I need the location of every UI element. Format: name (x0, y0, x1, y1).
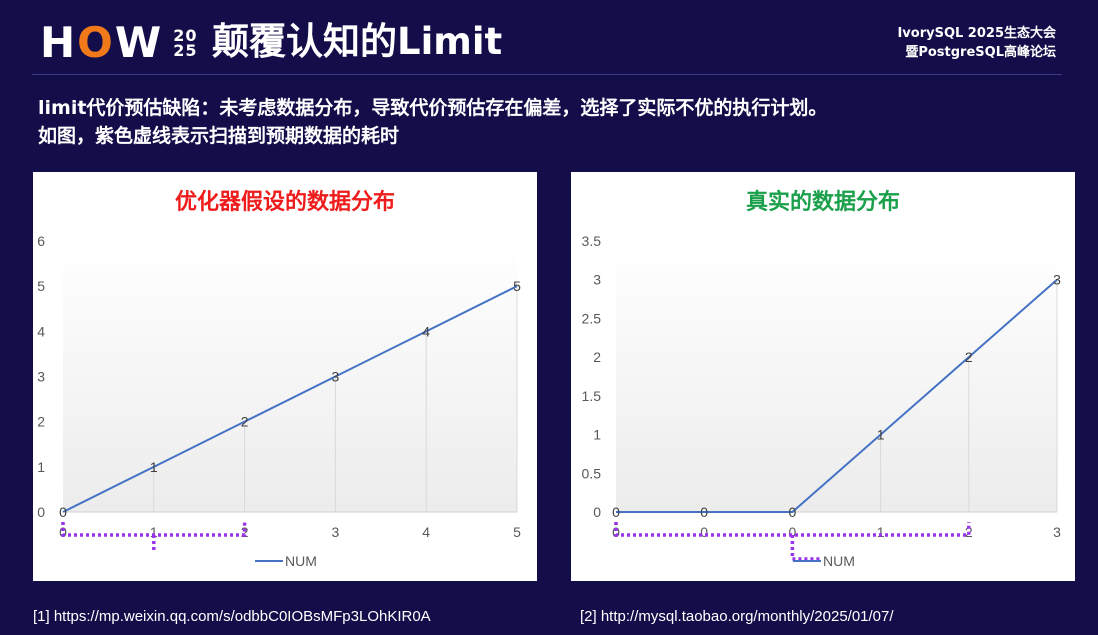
logo-year-bottom: 25 (173, 41, 198, 60)
plot-area (616, 241, 1057, 512)
description-line-1: limit代价预估缺陷：未考虑数据分布，导致代价预估存在偏差，选择了实际不优的执… (38, 97, 828, 119)
x-tick-label: 4 (422, 524, 430, 540)
y-tick-label: 2 (593, 349, 601, 365)
y-tick-label: 2.5 (582, 310, 602, 326)
slide-header: HOW 20 25 颠覆认知的Limit IvorySQL 2025生态大会 暨… (0, 0, 1098, 80)
legend-label-num: NUM (285, 553, 317, 569)
y-tick-label: 0 (593, 504, 601, 520)
y-tick-label: 3 (37, 369, 45, 385)
x-tick-label: 0 (700, 524, 708, 540)
logo-year: 20 25 (173, 26, 198, 60)
y-tick-label: 0.5 (582, 465, 602, 481)
y-tick-label: 4 (37, 323, 45, 339)
x-tick-label: 2 (241, 524, 249, 540)
y-tick-label: 0 (37, 504, 45, 520)
data-label: 4 (422, 323, 430, 339)
slide-title: 颠覆认知的Limit (212, 20, 503, 63)
description: limit代价预估缺陷：未考虑数据分布，导致代价预估存在偏差，选择了实际不优的执… (38, 94, 1068, 150)
y-tick-label: 1 (593, 427, 601, 443)
chart-title-actual: 真实的数据分布 (745, 190, 900, 215)
chart-assumed-svg: 0 1 2 3 4 5 6 0 1 2 3 4 5 0 1 2 3 4 5 NUM (37, 233, 521, 569)
data-label: 1 (150, 459, 158, 475)
logo-letter-h: H (40, 18, 78, 67)
reference-1: [1] https://mp.weixin.qq.com/s/odbbC0IOB… (33, 608, 431, 625)
y-tick-label: 1.5 (582, 388, 602, 404)
chart-panel-assumed: 0 1 2 3 4 5 6 0 1 2 3 4 5 0 1 2 3 4 5 NUM 优化器假设的数据分布 (33, 172, 537, 581)
data-label: 3 (1053, 272, 1061, 288)
logo-wordmark: HOW (40, 22, 163, 64)
reference-2: [2] http://mysql.taobao.org/monthly/2025… (580, 608, 894, 625)
x-tick-label: 3 (1053, 524, 1061, 540)
data-label: 3 (332, 369, 340, 385)
chart-panel-actual: 0 0.5 1 1.5 2 2.5 3 3.5 0 0 0 1 2 3 0 0 0 1 2 3 NUM 真实的数据分布 (571, 172, 1075, 581)
data-label: 0 (59, 504, 67, 520)
x-tick-label: 3 (332, 524, 340, 540)
event-info: IvorySQL 2025生态大会 暨PostgreSQL高峰论坛 (897, 24, 1056, 62)
data-label: 0 (789, 504, 797, 520)
x-tick-label: 0 (612, 524, 620, 540)
how-2025-logo: HOW 20 25 (40, 22, 197, 64)
x-tick-label: 0 (59, 524, 67, 540)
description-line-2: 如图，紫色虚线表示扫描到预期数据的耗时 (38, 125, 400, 147)
scan-cost-midpoint (790, 535, 821, 561)
logo-year-top: 20 (173, 26, 198, 45)
y-tick-label: 1 (37, 459, 45, 475)
chart-title-assumed: 优化器假设的数据分布 (174, 190, 395, 215)
header-divider (32, 74, 1062, 75)
data-label: 1 (877, 427, 885, 443)
data-label: 0 (612, 504, 620, 520)
data-label: 2 (965, 349, 973, 365)
event-name: IvorySQL 2025生态大会 (897, 26, 1056, 41)
logo-letter-o: O (77, 18, 115, 67)
logo-letter-w: W (114, 18, 164, 67)
x-tick-label: 5 (513, 524, 521, 540)
data-label: 0 (700, 504, 708, 520)
data-label: 2 (241, 414, 249, 430)
data-label: 5 (513, 278, 521, 294)
y-tick-label: 3 (593, 272, 601, 288)
x-tick-label: 1 (877, 524, 885, 540)
x-tick-label: 0 (789, 524, 797, 540)
scan-cost-bracket (614, 522, 971, 537)
y-tick-label: 5 (37, 278, 45, 294)
y-tick-label: 3.5 (582, 233, 602, 249)
y-tick-label: 6 (37, 233, 45, 249)
event-subtitle: 暨PostgreSQL高峰论坛 (905, 45, 1056, 60)
y-tick-label: 2 (37, 414, 45, 430)
series-line-num (616, 278, 1058, 513)
x-tick-label: 1 (150, 524, 158, 540)
legend-label-num: NUM (823, 553, 855, 569)
plot-area (63, 241, 517, 512)
series-line-num (62, 285, 518, 513)
